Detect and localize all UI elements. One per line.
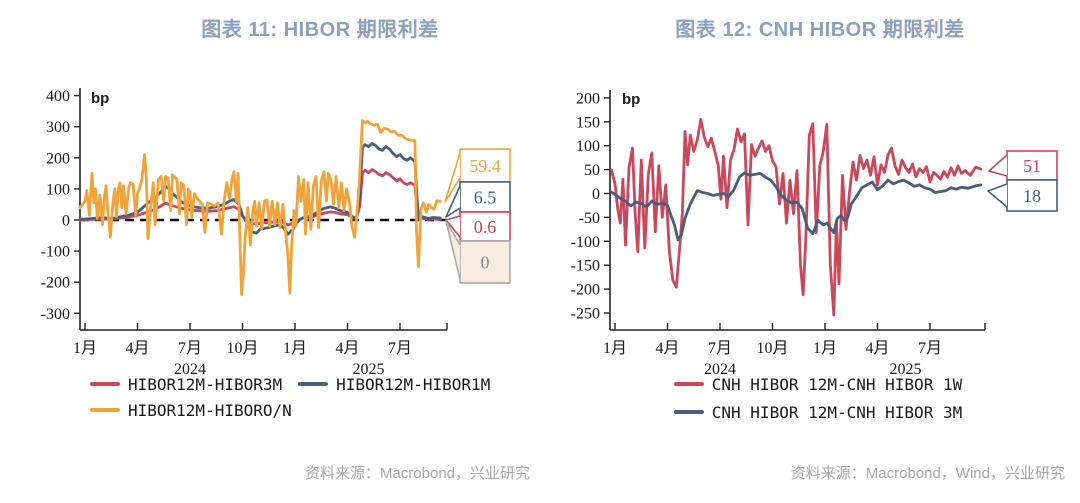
callout-6.5: 6.5 — [445, 181, 511, 218]
axis-label: -100 — [41, 244, 70, 261]
axis-label: 400 — [46, 88, 70, 105]
left-chart-title: 图表 11: HIBOR 期限利差 — [201, 19, 439, 41]
axis-label: 150 — [576, 114, 600, 131]
axis-label: 1月 — [283, 340, 307, 357]
series-line — [78, 119, 442, 296]
svg-text:51: 51 — [1023, 156, 1041, 176]
legend-label: HIBOR12M-HIBOR1M — [336, 374, 491, 394]
svg-text:0.6: 0.6 — [474, 217, 497, 237]
callout-18: 18 — [987, 179, 1058, 212]
svg-text:59.4: 59.4 — [469, 156, 501, 176]
legend-swatch-navy-line-icon — [673, 410, 704, 414]
axis-label: 10月 — [756, 340, 788, 357]
legend-swatch-navy-line-icon — [298, 382, 329, 386]
callout-51: 51 — [988, 150, 1058, 181]
axis-label: -50 — [579, 210, 600, 227]
legend-row: CNH HIBOR 12M-CNH HIBOR 3M — [608, 398, 1028, 426]
axis-label: -100 — [571, 234, 600, 251]
legend-item-hibor12m-hibor1m: HIBOR12M-HIBOR1M — [298, 375, 490, 394]
legend-label: CNH HIBOR 12M-CNH HIBOR 3M — [711, 402, 963, 422]
axis-label: bp — [622, 91, 640, 108]
legend-swatch-red-line-icon — [673, 382, 704, 386]
axis-label: 4月 — [335, 340, 359, 357]
legend-swatch-red-line-icon — [90, 382, 120, 386]
svg-text:18: 18 — [1023, 186, 1041, 206]
axis-label: 4月 — [655, 340, 679, 357]
axis-label: 100 — [46, 181, 70, 198]
series-line — [610, 118, 983, 317]
callout-59.4: 59.4 — [444, 148, 511, 203]
legend-label: HIBOR12M-HIBOR3M — [128, 374, 283, 394]
legend-row: CNH HIBOR 12M-CNH HIBOR 1W — [608, 370, 1028, 398]
axis-label: 1月 — [603, 340, 627, 357]
axis-label: 300 — [46, 119, 70, 136]
axis-label: 7月 — [388, 340, 412, 357]
axis-label: 2024 — [174, 361, 206, 378]
axis-label: 200 — [576, 90, 600, 107]
axis-label: 7月 — [178, 340, 202, 357]
legend-item-hibor12m-hiboron: HIBOR12M-HIBORO/N — [90, 401, 292, 420]
right-chart-title: 图表 12: CNH HIBOR 期限利差 — [675, 19, 965, 41]
axis-label: -150 — [571, 258, 600, 275]
legend-row: HIBOR12M-HIBOR3M HIBOR12M-HIBOR1M — [90, 371, 490, 397]
axis-label: 4月 — [865, 340, 889, 357]
left-chart-source: 资料来源：Macrobond，兴业研究 — [304, 465, 530, 482]
axis-label: 1月 — [813, 340, 837, 357]
axis-label: 7月 — [708, 340, 732, 357]
axis-label: 10月 — [226, 340, 258, 357]
svg-text:6.5: 6.5 — [474, 188, 497, 208]
legend-item-cnh-12m-1w: CNH HIBOR 12M-CNH HIBOR 1W — [673, 374, 963, 394]
axis-label: 200 — [46, 150, 70, 167]
axis-label: 0 — [592, 186, 600, 203]
axis-label: -200 — [571, 282, 600, 299]
axis-label: -200 — [41, 275, 70, 292]
axis-label: -300 — [41, 306, 70, 323]
right-chart-source: 资料来源：Macrobond，Wind，兴业研究 — [790, 465, 1065, 482]
axis-label: 2024 — [704, 361, 736, 378]
axis-label: 50 — [584, 162, 600, 179]
callout-0: 0 — [445, 220, 511, 284]
right-chart-legend: CNH HIBOR 12M-CNH HIBOR 1W CNH HIBOR 12M… — [608, 370, 1028, 426]
axis-label: 1月 — [73, 340, 97, 357]
legend-swatch-orange-line-icon — [90, 408, 120, 412]
legend-label: HIBOR12M-HIBORO/N — [128, 400, 292, 420]
axis-label: 100 — [576, 138, 600, 155]
svg-text:0: 0 — [481, 253, 490, 273]
axis-label: 4月 — [125, 340, 149, 357]
axis-label: 2025 — [890, 361, 922, 378]
axis-label: 7月 — [918, 340, 942, 357]
legend-item-hibor12m-hibor3m: HIBOR12M-HIBOR3M — [90, 375, 282, 394]
legend-row: HIBOR12M-HIBORO/N — [90, 397, 490, 423]
legend-item-cnh-12m-3m: CNH HIBOR 12M-CNH HIBOR 3M — [673, 402, 963, 422]
left-chart-legend: HIBOR12M-HIBOR3M HIBOR12M-HIBOR1M HIBOR1… — [90, 371, 490, 423]
axis-label: bp — [91, 90, 109, 107]
series-line — [610, 171, 983, 242]
axis-label: 2025 — [353, 361, 385, 378]
legend-label: CNH HIBOR 12M-CNH HIBOR 1W — [711, 374, 963, 394]
axis-label: 0 — [62, 213, 70, 230]
axis-label: -250 — [571, 306, 600, 323]
